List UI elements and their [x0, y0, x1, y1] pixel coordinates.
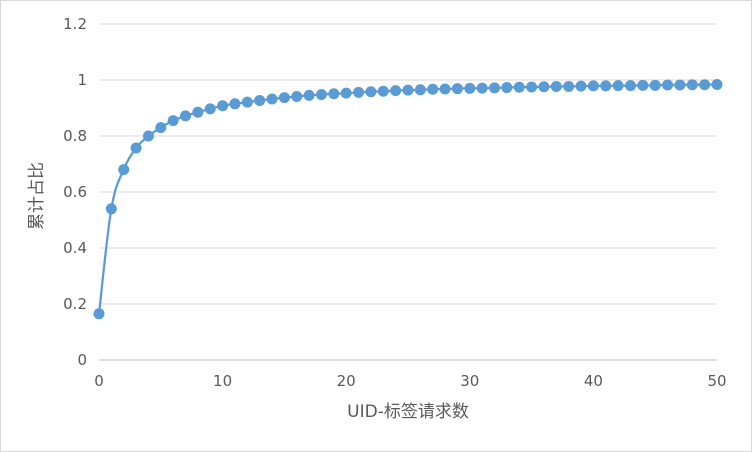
data-point	[390, 85, 402, 97]
data-point	[155, 122, 167, 134]
data-point	[377, 85, 389, 97]
data-point	[464, 82, 476, 94]
data-point	[118, 164, 130, 176]
data-point	[686, 79, 698, 91]
plot-area	[93, 78, 723, 320]
x-tick-label: 30	[460, 372, 479, 390]
gridlines	[99, 23, 717, 361]
data-point	[254, 94, 266, 106]
data-point	[278, 92, 290, 104]
data-point	[204, 103, 216, 115]
data-point	[365, 86, 377, 98]
data-point	[624, 80, 636, 92]
data-point	[637, 79, 649, 91]
data-point	[674, 79, 686, 91]
y-tick-label: 1	[77, 71, 87, 89]
series-line	[97, 83, 718, 314]
data-point	[711, 78, 723, 90]
data-point	[217, 100, 229, 112]
x-tick-label: 0	[94, 372, 104, 390]
data-point	[538, 81, 550, 93]
y-tick-label: 0	[77, 351, 87, 369]
data-point	[550, 80, 562, 92]
y-tick-label: 0.6	[63, 183, 87, 201]
x-tick-label: 50	[707, 372, 726, 390]
data-point	[662, 79, 674, 91]
data-point	[402, 84, 414, 96]
data-point	[612, 80, 624, 92]
data-point	[476, 82, 488, 94]
y-axis-title: 累计占比	[27, 162, 47, 230]
data-point	[563, 80, 575, 92]
data-point	[167, 115, 179, 127]
data-point	[142, 130, 154, 142]
x-tick-label: 20	[337, 372, 356, 390]
data-point	[451, 83, 463, 95]
data-point	[489, 82, 501, 94]
data-point	[587, 80, 599, 92]
data-point	[229, 98, 241, 110]
data-point	[439, 83, 451, 95]
data-point	[414, 84, 426, 96]
data-point	[192, 106, 204, 118]
x-tick-label: 10	[213, 372, 232, 390]
data-point	[575, 80, 587, 92]
data-point	[699, 79, 711, 91]
y-tick-label: 0.4	[63, 239, 87, 257]
data-point	[649, 79, 661, 91]
data-point	[315, 89, 327, 101]
y-tick-label: 0.8	[63, 127, 87, 145]
data-point	[105, 203, 117, 215]
tick-labels: 0 0.2 0.4 0.6 0.8 1 1.2 0 10 20 30 40 50	[63, 15, 726, 390]
data-point	[600, 80, 612, 92]
data-point	[291, 91, 303, 103]
data-point	[130, 142, 142, 154]
x-axis-title: UID-标签请求数	[347, 402, 469, 422]
data-point	[266, 93, 278, 105]
data-point	[303, 89, 315, 101]
data-point	[93, 308, 105, 320]
data-point	[241, 96, 253, 108]
data-point	[353, 86, 365, 98]
data-point	[501, 82, 513, 94]
x-tick-label: 40	[584, 372, 603, 390]
data-point	[526, 81, 538, 93]
y-tick-label: 0.2	[63, 295, 87, 313]
data-point	[427, 83, 439, 95]
data-point	[328, 88, 340, 100]
data-point	[180, 110, 192, 122]
data-point	[513, 81, 525, 93]
data-point	[340, 87, 352, 99]
y-tick-label: 1.2	[63, 15, 87, 33]
